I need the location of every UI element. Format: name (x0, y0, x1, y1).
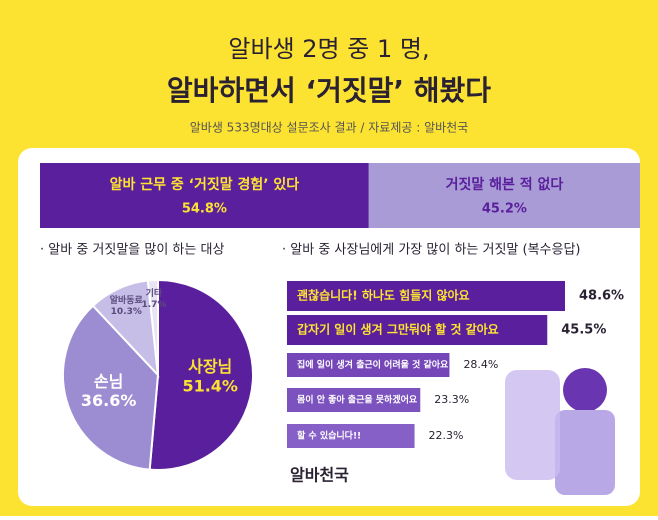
bar (287, 424, 415, 448)
slice-label: 알바동료 (110, 294, 144, 306)
segment-label: 알바 근무 중 ‘거짓말 경험’ 있다 (110, 176, 300, 193)
subtitle: 알바생 533명대상 설문조사 결과 / 자료제공 : 알바천국 (190, 120, 469, 135)
bar-value: 28.4% (463, 358, 498, 371)
bar-label: 몸이 안 좋아 출근을 못하겠어요 (297, 394, 418, 406)
pie-title: · 알바 중 거짓말을 많이 하는 대상 (40, 243, 224, 258)
logo: 알바천국 (290, 466, 349, 485)
hbar-title: · 알바 중 사장님에게 가장 많이 하는 거짓말 (복수응답) (282, 243, 581, 258)
bar-label: 집에 일이 생겨 출근이 어려울 것 같아요 (297, 359, 449, 371)
slice-value: 51.4% (182, 376, 238, 395)
slice-label: 기타 (146, 287, 163, 299)
slice-value: 36.6% (81, 391, 137, 410)
slice-label: 손님 (94, 372, 123, 391)
bar-value: 48.6% (579, 289, 624, 304)
bar (287, 353, 450, 377)
segment-value: 54.8% (182, 202, 227, 217)
bar-label: 갑자기 일이 생겨 그만둬야 할 것 같아요 (297, 322, 499, 337)
title-line2: 알바하면서 ‘거짓말’ 해봤다 (167, 74, 491, 107)
bar-value: 22.3% (429, 429, 464, 442)
bar (287, 315, 548, 345)
bar-value: 23.3% (434, 393, 469, 406)
pie-slice (62, 304, 160, 471)
pie-slice (148, 278, 254, 471)
segment-label: 거짓말 해본 적 없다 (446, 176, 564, 193)
bar-value: 45.5% (561, 323, 606, 338)
slice-label: 사장님 (188, 357, 232, 376)
segment-value: 45.2% (482, 202, 527, 217)
bar-label: 할 수 있습니다!! (297, 430, 361, 442)
slice-value: 10.3% (111, 307, 142, 317)
pie-slice (146, 278, 159, 376)
bar (287, 281, 565, 311)
bar-label: 괜찮습니다! 하나도 힘들지 않아요 (297, 288, 470, 303)
illustration (505, 368, 615, 495)
title-line1: 알바생 2명 중 1 명, (228, 35, 429, 63)
bar (287, 388, 421, 412)
split-segment (368, 163, 640, 228)
slice-value: 1.7% (141, 300, 166, 310)
split-segment (40, 163, 369, 228)
